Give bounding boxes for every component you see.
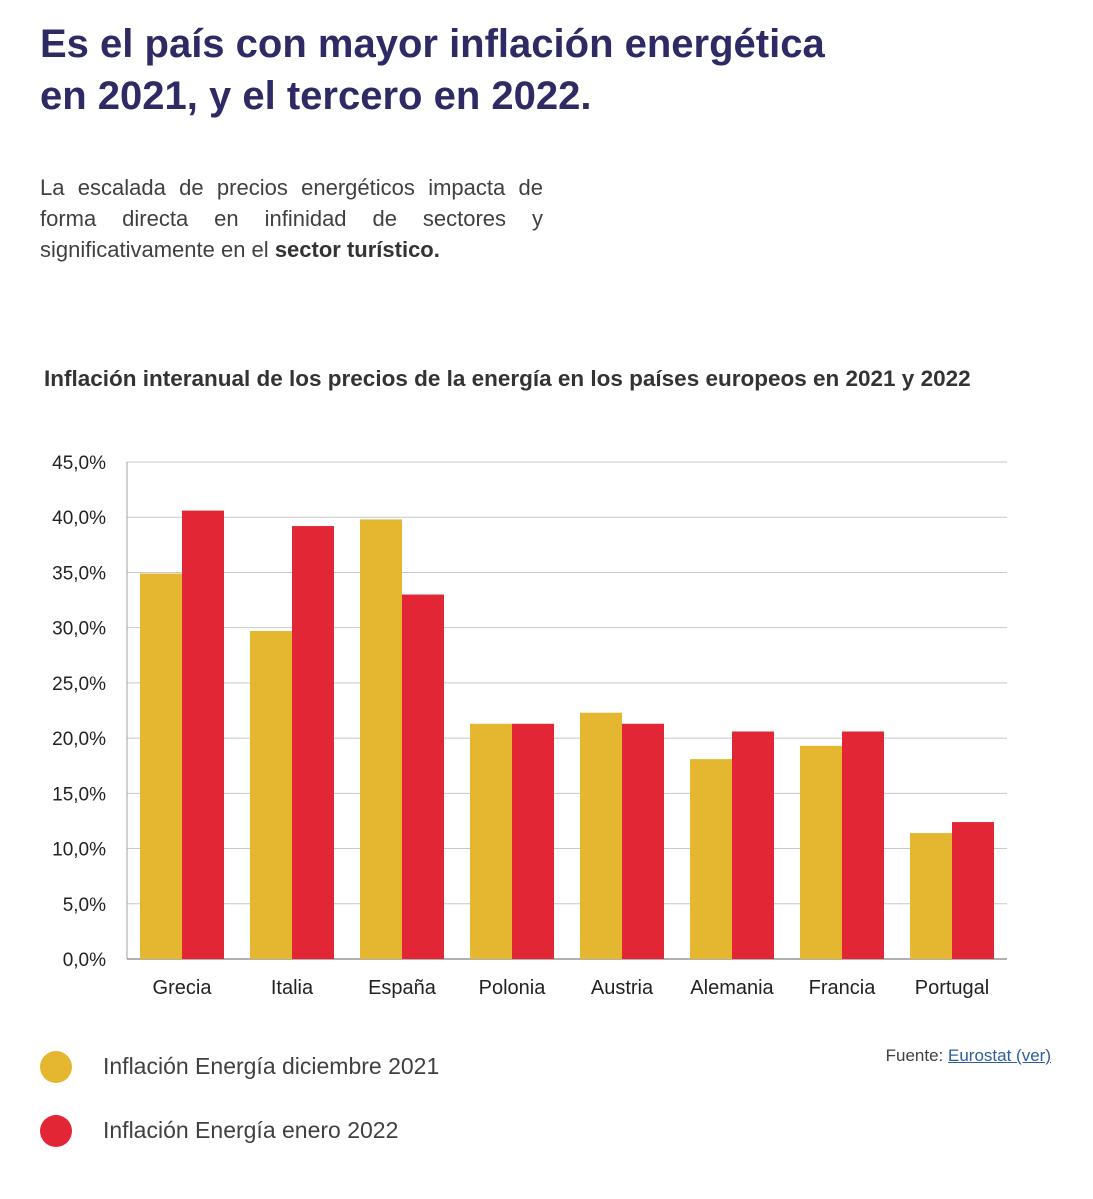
x-tick-label: Italia bbox=[271, 977, 314, 999]
y-tick-label: 15,0% bbox=[52, 784, 106, 805]
bar-2021 bbox=[580, 712, 622, 959]
legend-label-2022: Inflación Energía enero 2022 bbox=[103, 1117, 399, 1143]
legend-swatch-2021 bbox=[40, 1051, 72, 1083]
y-tick-label: 0,0% bbox=[63, 950, 106, 971]
bar-2022 bbox=[842, 731, 884, 959]
source-label: Fuente: bbox=[885, 1046, 944, 1065]
legend-item-2021: Inflación Energía diciembre 2021 bbox=[40, 1045, 540, 1089]
bar-2022 bbox=[732, 731, 774, 959]
y-tick-label: 10,0% bbox=[52, 840, 106, 861]
legend-label-2021: Inflación Energía diciembre 2021 bbox=[103, 1053, 440, 1079]
x-tick-label: Austria bbox=[591, 977, 654, 999]
y-tick-label: 40,0% bbox=[52, 508, 106, 529]
bar-chart: 0,0% 5,0% 10,0% 15,0% 20,0% 25,0% 30,0% 35,0% 40… bbox=[52, 453, 1007, 999]
y-tick-label: 35,0% bbox=[52, 563, 106, 584]
headline-line-2: en 2021, y el tercero en 2022. bbox=[40, 74, 592, 118]
bar-2022 bbox=[292, 526, 334, 959]
y-tick-label: 45,0% bbox=[52, 453, 106, 474]
y-tick-label: 20,0% bbox=[52, 729, 106, 750]
bar-2022 bbox=[402, 594, 444, 959]
legend-swatch-2022 bbox=[40, 1115, 72, 1147]
headline-line-1: Es el país con mayor inflación energétic… bbox=[40, 22, 825, 66]
intro-paragraph: La escalada de precios energéticos impac… bbox=[40, 172, 543, 265]
chart-title: Inflación interanual de los precios de l… bbox=[44, 366, 971, 391]
bar-2022 bbox=[182, 510, 224, 959]
x-tick-label: España bbox=[368, 977, 437, 999]
bar-2021 bbox=[690, 759, 732, 959]
x-tick-label: Alemania bbox=[690, 977, 774, 999]
headline: Es el país con mayor inflación energétic… bbox=[40, 18, 940, 122]
bar-2021 bbox=[140, 573, 182, 959]
bar-2021 bbox=[800, 745, 842, 959]
bar-2022 bbox=[512, 723, 554, 959]
source-note: Fuente: Eurostat (ver) bbox=[886, 1046, 1051, 1066]
y-tick-label: 5,0% bbox=[63, 895, 106, 916]
bar-2021 bbox=[910, 833, 952, 959]
legend-item-2022: Inflación Energía enero 2022 bbox=[40, 1109, 540, 1153]
x-tick-label: Francia bbox=[809, 977, 877, 999]
x-tick-label: Polonia bbox=[479, 977, 547, 999]
x-tick-label: Portugal bbox=[915, 977, 990, 999]
y-tick-label: 25,0% bbox=[52, 674, 106, 695]
x-tick-label: Grecia bbox=[153, 977, 213, 999]
bar-2022 bbox=[952, 822, 994, 959]
bar-2021 bbox=[250, 630, 292, 959]
intro-text: La escalada de precios energéticos impac… bbox=[40, 175, 543, 262]
intro-bold-text: sector turístico. bbox=[274, 237, 440, 262]
bar-2022 bbox=[622, 723, 664, 959]
bar-2021 bbox=[470, 723, 512, 959]
source-link[interactable]: Eurostat (ver) bbox=[948, 1046, 1051, 1065]
bar-2021 bbox=[360, 519, 402, 959]
y-tick-label: 30,0% bbox=[52, 619, 106, 640]
